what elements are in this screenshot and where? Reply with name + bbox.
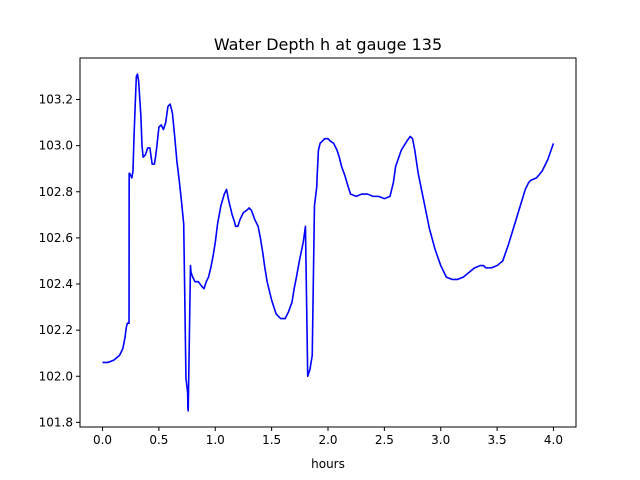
x-tick-label: 2.0	[318, 433, 337, 447]
x-axis: 0.0 0.5 1.0 1.5 2.0 2.5 3.0 3.5 4.0	[93, 427, 563, 447]
x-axis-label: hours	[311, 457, 345, 471]
x-tick-label: 4.0	[544, 433, 563, 447]
y-tick-label: 102.4	[39, 277, 73, 291]
chart-title: Water Depth h at gauge 135	[214, 35, 442, 54]
y-tick-label: 102.0	[39, 369, 73, 383]
y-tick-label: 102.6	[39, 231, 73, 245]
x-tick-label: 1.0	[206, 433, 225, 447]
y-tick-label: 101.8	[39, 415, 73, 429]
axes-frame	[79, 57, 577, 428]
y-tick-label: 103.2	[39, 93, 73, 107]
x-tick-label: 2.5	[375, 433, 394, 447]
x-tick-label: 0.0	[93, 433, 112, 447]
y-axis: 101.8 102.0 102.2 102.4 102.6 102.8 103.0 103.2	[39, 93, 80, 429]
series-line-0	[102, 73, 555, 412]
x-tick-label: 0.5	[149, 433, 168, 447]
x-tick-label: 1.5	[262, 433, 281, 447]
x-tick-label: 3.0	[431, 433, 450, 447]
y-tick-label: 102.2	[39, 323, 73, 337]
plot-area	[102, 73, 555, 412]
y-tick-label: 103.0	[39, 139, 73, 153]
x-tick-label: 3.5	[488, 433, 507, 447]
y-tick-label: 102.8	[39, 185, 73, 199]
